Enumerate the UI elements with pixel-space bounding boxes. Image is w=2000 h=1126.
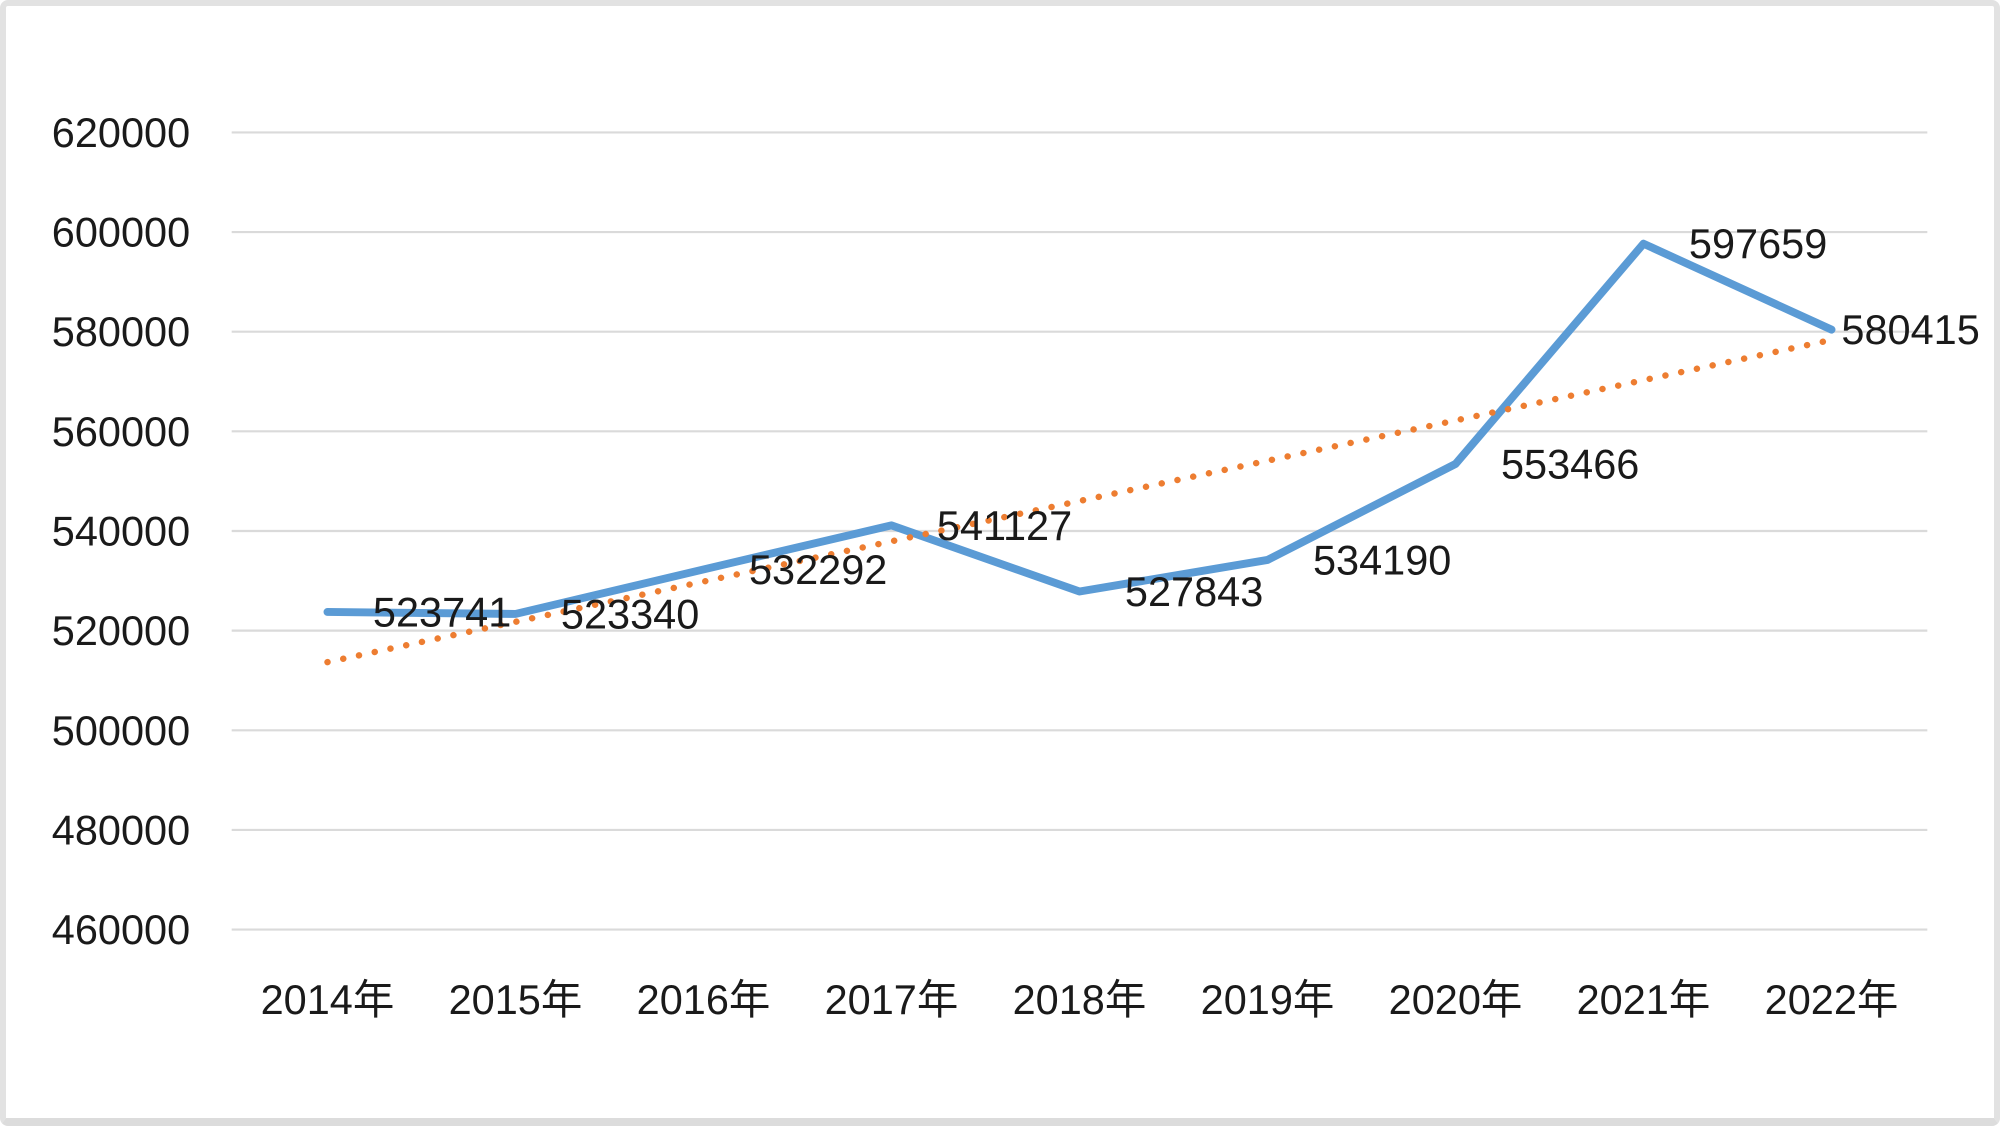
data-label: 523340 bbox=[561, 590, 699, 637]
trendline bbox=[324, 336, 1835, 666]
data-label: 534190 bbox=[1313, 536, 1451, 583]
y-axis-tick-label: 500000 bbox=[52, 707, 190, 754]
x-axis-tick-label: 2019年 bbox=[1201, 976, 1335, 1023]
x-axis-tick-label: 2020年 bbox=[1389, 976, 1523, 1023]
x-axis-tick-label: 2022年 bbox=[1765, 976, 1899, 1023]
x-axis-tick-label: 2016年 bbox=[637, 976, 771, 1023]
x-axis-tick-label: 2015年 bbox=[449, 976, 583, 1023]
data-label: 580415 bbox=[1841, 306, 1979, 353]
data-label: 527843 bbox=[1125, 568, 1263, 615]
y-axis-tick-label: 480000 bbox=[52, 806, 190, 853]
y-axis-tick-label: 520000 bbox=[52, 607, 190, 654]
data-label: 523741 bbox=[373, 588, 511, 635]
y-axis-tick-label: 560000 bbox=[52, 408, 190, 455]
data-label: 553466 bbox=[1501, 440, 1639, 487]
x-axis-tick-label: 2018年 bbox=[1013, 976, 1147, 1023]
data-label: 597659 bbox=[1689, 220, 1827, 267]
y-axis-tick-label: 620000 bbox=[52, 109, 190, 156]
y-axis-tick-label: 580000 bbox=[52, 308, 190, 355]
data-label: 541127 bbox=[937, 502, 1072, 549]
x-axis-tick-label: 2017年 bbox=[825, 976, 959, 1023]
y-axis-tick-label: 600000 bbox=[52, 209, 190, 256]
y-axis-tick-label: 540000 bbox=[52, 507, 190, 554]
series-line bbox=[323, 239, 1836, 618]
y-axis-tick-label: 460000 bbox=[52, 906, 190, 953]
x-axis-tick-label: 2021年 bbox=[1577, 976, 1711, 1023]
data-label: 532292 bbox=[749, 546, 887, 593]
x-axis-tick-label: 2014年 bbox=[261, 976, 395, 1023]
line-chart: 460000 480000 500000 520000 540000 560000 5800… bbox=[52, 109, 1980, 1023]
